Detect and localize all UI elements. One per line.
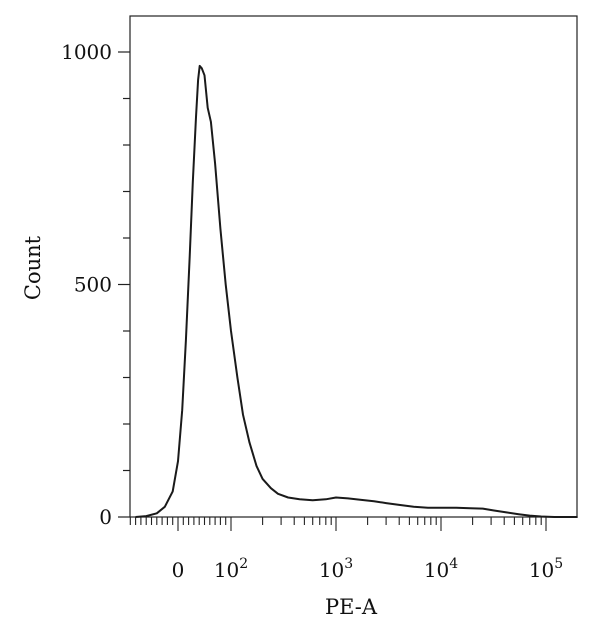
histogram-point [199,65,200,66]
x-tick-labels: 0 102 103 104 105 [172,556,564,582]
histogram-point [242,414,243,415]
histogram-point [182,410,183,411]
histogram-point [312,500,313,501]
histogram-point [146,516,147,517]
plot-frame [129,15,578,518]
histogram-point [577,516,578,517]
histogram-point [262,478,263,479]
x-axis-label: PE-A [325,595,378,619]
histogram-point [172,491,173,492]
histogram-point [220,228,221,229]
histogram-point [225,284,226,285]
histogram-point [198,79,199,80]
x-tick-label: 104 [424,556,458,582]
histogram-point [156,513,157,514]
histogram-point [277,493,278,494]
histogram-point [135,516,136,517]
histogram-point [506,512,507,513]
histogram-point [195,117,196,118]
histogram-point [237,377,238,378]
histogram-point [335,497,336,498]
histogram-point [270,488,271,489]
histogram-point [529,515,530,516]
histogram-point [185,340,186,341]
histogram-point [299,499,300,500]
histogram-point [518,514,519,515]
histogram-point [373,501,374,502]
y-tick-label: 1000 [61,40,112,64]
y-tick-label: 500 [74,273,112,297]
histogram-point [482,508,483,509]
histogram-point [207,107,208,108]
histogram-point [210,121,211,122]
histogram-point [427,507,428,508]
x-tick-label: 0 [172,558,185,582]
histogram-point [288,497,289,498]
histogram-point [554,516,555,517]
histogram-point [386,503,387,504]
y-minor-ticks [118,51,130,518]
histogram-point [541,516,542,517]
histogram-point [470,508,471,509]
histogram-point [347,498,348,499]
y-axis-label: Count [21,235,45,300]
histogram-point [249,442,250,443]
histogram-point [413,506,414,507]
histogram-point [230,330,231,331]
histogram-point [201,68,202,69]
x-minor-ticks [129,517,547,531]
y-tick-label: 0 [99,505,112,529]
histogram-point [256,465,257,466]
x-tick-label: 105 [529,556,563,582]
histogram-point [192,182,193,183]
series-layer [135,64,578,518]
x-tick-label: 102 [214,556,248,582]
histogram-point [177,461,178,462]
histogram-point [360,499,361,500]
histogram-point [440,507,441,508]
histogram-point [189,256,190,257]
histogram-point [215,163,216,164]
histogram-point [164,506,165,507]
x-tick-label: 103 [319,556,353,582]
histogram-point [493,510,494,511]
histogram-point [399,504,400,505]
histogram-point [456,507,457,508]
histogram-point [204,75,205,76]
y-tick-labels: 0 500 1000 [61,40,112,529]
histogram-series-line [135,64,578,518]
histogram-point [325,499,326,500]
